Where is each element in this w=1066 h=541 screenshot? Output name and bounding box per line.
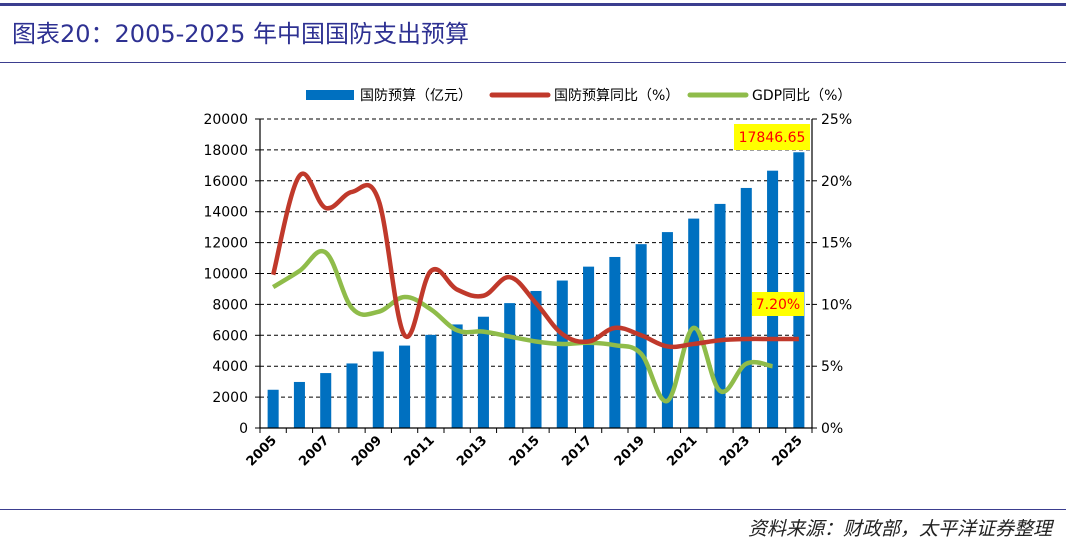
callout-bar-value: 17846.65 [739, 130, 806, 146]
y-left-tick-label: 6000 [212, 328, 248, 344]
y-left-tick-label: 18000 [203, 143, 248, 159]
bottom-rule [0, 509, 1066, 510]
x-tick-label: 2019 [612, 433, 648, 469]
callouts: 17846.65 7.20% [734, 124, 810, 316]
bar [425, 334, 437, 428]
x-tick-label: 2013 [454, 433, 490, 469]
bar [451, 324, 463, 428]
y-right-tick-label: 5% [821, 359, 843, 375]
title-rule [0, 62, 1066, 63]
series-line-gdp [271, 248, 773, 404]
y-left-tick-label: 16000 [203, 174, 248, 190]
x-tick-label: 2011 [401, 433, 437, 469]
y-left-tick-label: 20000 [203, 112, 248, 128]
bar [583, 266, 595, 428]
x-tick-label: 2005 [244, 433, 280, 469]
bar [293, 381, 305, 428]
legend-swatch-bar [306, 90, 354, 100]
axes [255, 118, 817, 433]
bar [372, 351, 384, 428]
x-tick-label: 2007 [296, 433, 332, 469]
y-left-tick-label: 2000 [212, 390, 248, 406]
top-rule [0, 3, 1066, 6]
y-left-tick-label: 8000 [212, 297, 248, 313]
bar [399, 345, 411, 428]
bar [793, 152, 805, 428]
bar [556, 280, 568, 428]
callout-box-bar [734, 124, 810, 150]
x-tick-label: 2021 [664, 433, 700, 469]
x-tick-label: 2015 [507, 433, 543, 469]
bar [609, 256, 621, 428]
y-left-tick-label: 10000 [203, 267, 248, 283]
bar [688, 218, 700, 428]
bar [530, 290, 542, 428]
y-right-tick-label: 15% [821, 236, 852, 252]
y-left-tick-label: 14000 [203, 205, 248, 221]
bar [477, 316, 489, 428]
bar [267, 389, 279, 428]
x-tick-label: 2025 [769, 433, 805, 469]
source-note: 资料来源：财政部，太平洋证券整理 [747, 518, 1052, 540]
bar [320, 373, 332, 428]
series-line-budget [270, 171, 799, 350]
legend: 国防预算（亿元） 国防预算同比（%） GDP同比（%） [306, 88, 851, 104]
chart: 0 2000 4000 6000 8000 10000 12000 14000 16000 180… [203, 88, 852, 469]
bar [504, 303, 516, 428]
bar [740, 187, 752, 428]
legend-label: 国防预算（亿元） [360, 88, 472, 104]
y-right-tick-label: 10% [821, 297, 852, 313]
callout-line-value: 7.20% [756, 297, 800, 313]
bar [714, 203, 726, 428]
y-left-tick-label: 0 [239, 421, 248, 437]
lines [270, 171, 799, 404]
x-tick-label: 2023 [717, 433, 753, 469]
legend-label: 国防预算同比（%） [554, 88, 679, 104]
x-tick-label: 2009 [349, 433, 385, 469]
page-title: 图表20：2005-2025 年中国国防支出预算 [12, 20, 469, 48]
y-left-tick-label: 12000 [203, 236, 248, 252]
legend-label: GDP同比（%） [752, 88, 851, 104]
callout-box-line [752, 292, 804, 316]
y-right-tick-label: 25% [821, 112, 852, 128]
y-right-tick-label: 20% [821, 174, 852, 190]
y-left-tick-label: 4000 [212, 359, 248, 375]
x-tick-label: 2017 [559, 433, 595, 469]
y-right-tick-label: 0% [821, 421, 843, 437]
bar [661, 232, 673, 428]
bar [346, 363, 358, 428]
